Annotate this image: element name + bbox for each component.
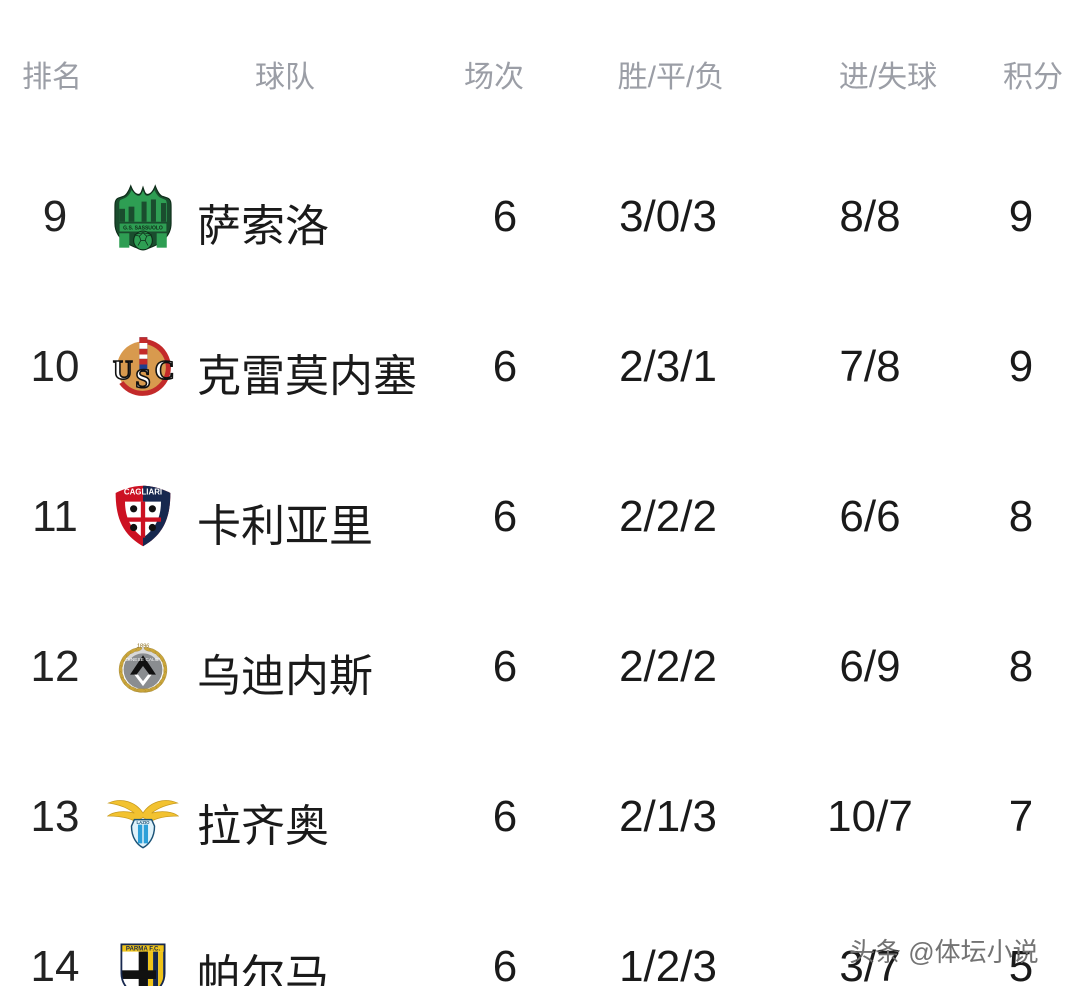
svg-text:PARMA F.C.: PARMA F.C. (126, 946, 161, 953)
svg-text:UDINESE CALCIO: UDINESE CALCIO (122, 657, 163, 662)
svg-text:CAGLIARI: CAGLIARI (124, 487, 162, 496)
svg-text:U: U (113, 355, 133, 385)
svg-text:C: C (155, 355, 175, 385)
svg-text:S: S (135, 364, 150, 394)
svg-text:LAZIO: LAZIO (137, 820, 151, 825)
